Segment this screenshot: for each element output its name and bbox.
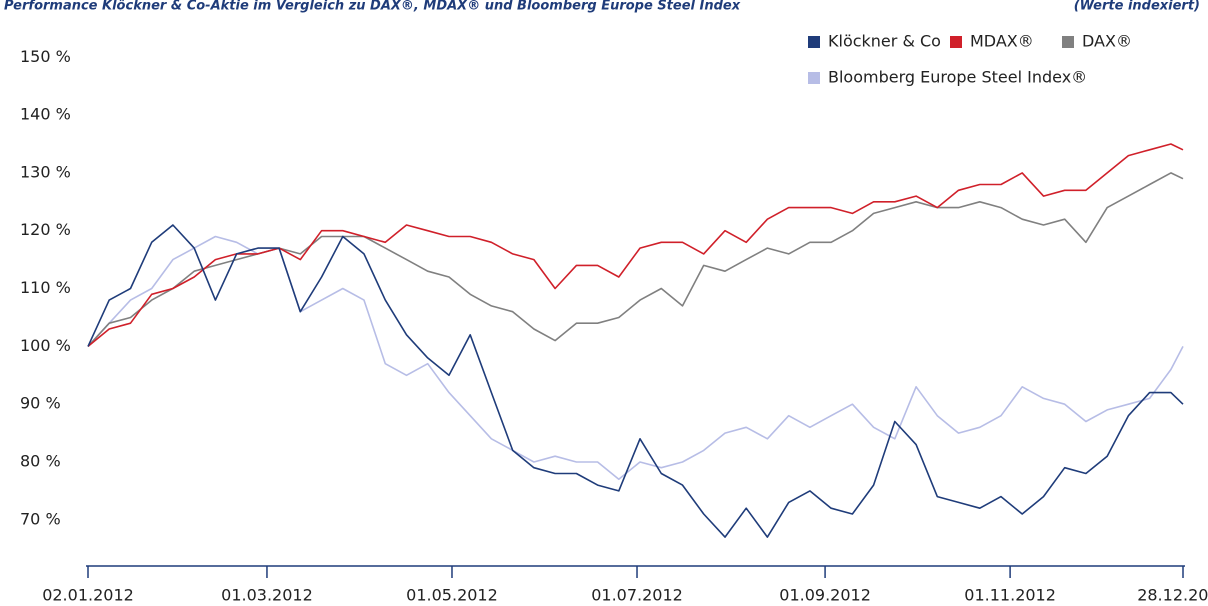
line	[87, 143, 1184, 348]
chart-subtitle: (Werte indexiert)	[1074, 0, 1200, 14]
line	[87, 235, 1184, 481]
chart-title: Performance Klöckner & Co-Aktie im Vergl…	[4, 0, 741, 14]
y-tick-label: 140 %	[20, 105, 71, 124]
x-tick-label: 01.11.2012	[964, 586, 1056, 605]
y-tick-label: 90 %	[20, 394, 61, 413]
x-tick-label: 02.01.2012	[42, 586, 134, 605]
legend-label: MDAX®	[970, 32, 1034, 51]
x-tick-label: 01.09.2012	[779, 586, 871, 605]
legend-label: Bloomberg Europe Steel Index®	[828, 68, 1087, 87]
y-tick-label: 120 %	[20, 220, 71, 239]
line	[87, 172, 1184, 347]
x-tick-label: 28.12.2012	[1137, 586, 1208, 605]
legend-label: DAX®	[1082, 32, 1132, 51]
y-tick-label: 80 %	[20, 451, 61, 470]
y-tick-label: 130 %	[20, 162, 71, 181]
x-tick-label: 01.07.2012	[591, 586, 683, 605]
legend-swatch	[808, 72, 820, 84]
x-tick-label: 01.05.2012	[406, 586, 498, 605]
y-tick-label: 100 %	[20, 336, 71, 355]
y-tick-label: 70 %	[20, 509, 61, 528]
y-tick-label: 150 %	[20, 47, 71, 66]
legend-swatch	[950, 36, 962, 48]
y-tick-label: 110 %	[20, 278, 71, 297]
x-tick-label: 01.03.2012	[221, 586, 313, 605]
legend-swatch	[808, 36, 820, 48]
legend-swatch	[1062, 36, 1074, 48]
legend-label: Klöckner & Co	[828, 32, 941, 51]
line	[87, 224, 1184, 538]
